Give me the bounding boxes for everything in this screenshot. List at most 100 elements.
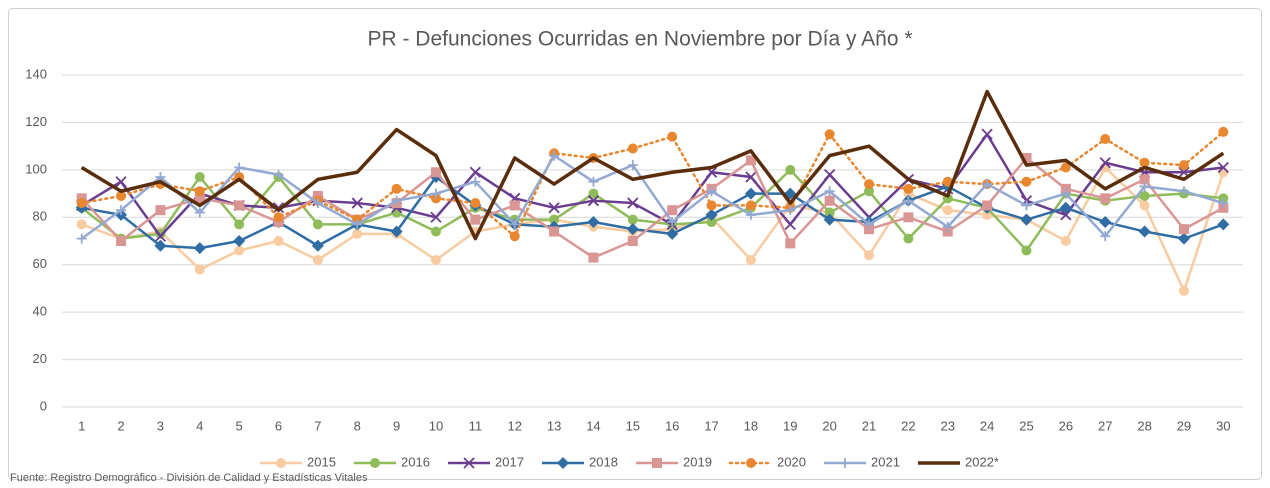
x-tick-label: 26 (1059, 418, 1073, 433)
marker (311, 239, 324, 252)
legend-label: 2016 (401, 454, 430, 469)
marker (942, 176, 953, 187)
marker (234, 200, 245, 211)
legend-marker (370, 458, 380, 468)
marker (1177, 232, 1190, 245)
x-tick-label: 30 (1216, 418, 1230, 433)
marker (76, 198, 87, 209)
series-line (80, 154, 1224, 240)
x-tick-label: 18 (744, 418, 758, 433)
marker (1178, 186, 1189, 197)
marker (233, 235, 246, 247)
marker (509, 231, 520, 242)
marker (194, 264, 205, 275)
marker (903, 183, 914, 194)
marker (470, 176, 481, 187)
legend-label: 2021 (871, 454, 900, 469)
marker (706, 200, 717, 211)
marker (1060, 188, 1071, 199)
marker (1217, 161, 1229, 174)
marker (1021, 200, 1032, 211)
marker (1100, 193, 1111, 204)
marker (824, 207, 835, 218)
marker (745, 171, 757, 183)
x-tick-label: 1 (78, 418, 85, 433)
x-tick-label: 15 (626, 418, 640, 433)
marker (1139, 200, 1150, 211)
marker (705, 208, 718, 221)
x-tick-label: 13 (547, 418, 561, 433)
legend-item: 2017 (448, 454, 524, 469)
marker (391, 195, 402, 206)
x-tick-label: 29 (1177, 418, 1191, 433)
marker (745, 254, 756, 265)
x-tick-label: 9 (393, 418, 400, 433)
x-tick-label: 2 (117, 418, 124, 433)
marker (745, 155, 756, 166)
x-tick-label: 4 (196, 418, 203, 433)
marker (548, 202, 560, 214)
legend-label: 2017 (495, 454, 524, 469)
marker (903, 233, 914, 244)
marker (509, 200, 520, 211)
marker (116, 205, 127, 216)
marker (627, 214, 638, 225)
marker (469, 166, 481, 178)
marker (706, 186, 717, 197)
marker (982, 179, 993, 190)
marker (785, 238, 796, 249)
marker (785, 164, 796, 175)
marker (352, 219, 363, 230)
x-tick-label: 21 (862, 418, 876, 433)
marker (627, 160, 638, 171)
marker (430, 254, 441, 265)
series-line (81, 175, 1224, 250)
marker (942, 221, 953, 232)
x-tick-label: 10 (429, 418, 443, 433)
marker (1139, 181, 1150, 192)
marker (272, 202, 285, 214)
y-tick-label: 20 (33, 351, 47, 366)
marker (785, 205, 796, 216)
x-tick-label: 12 (507, 418, 521, 433)
marker (1217, 218, 1230, 231)
legend-item: 2019 (636, 454, 712, 469)
x-tick-label: 25 (1019, 418, 1033, 433)
marker (1139, 157, 1150, 168)
marker (824, 195, 835, 206)
legend-label: 2020 (777, 454, 806, 469)
marker (981, 128, 993, 140)
marker (273, 169, 284, 180)
marker (1218, 198, 1229, 209)
series-line (80, 89, 1225, 241)
marker (588, 188, 599, 199)
y-tick-label: 140 (25, 66, 47, 81)
x-tick-label: 28 (1137, 418, 1151, 433)
marker (76, 233, 87, 244)
marker (627, 143, 638, 154)
x-tick-label: 17 (704, 418, 718, 433)
marker (627, 197, 639, 209)
marker (1021, 176, 1032, 187)
marker (903, 195, 914, 206)
marker (667, 217, 678, 228)
marker (588, 176, 599, 187)
marker (76, 219, 87, 230)
x-tick-label: 3 (157, 418, 164, 433)
y-tick-label: 40 (33, 304, 47, 319)
marker (509, 219, 520, 230)
marker (391, 183, 402, 194)
marker (312, 254, 323, 265)
marker (982, 200, 993, 211)
marker (1138, 225, 1151, 238)
marker (430, 188, 441, 199)
marker (116, 236, 127, 246)
marker (194, 171, 205, 182)
series-line (80, 130, 1225, 238)
legend-item: 2015 (260, 454, 336, 469)
marker (1099, 157, 1111, 169)
marker (1100, 231, 1111, 242)
marker (352, 228, 363, 239)
x-tick-label: 19 (783, 418, 797, 433)
